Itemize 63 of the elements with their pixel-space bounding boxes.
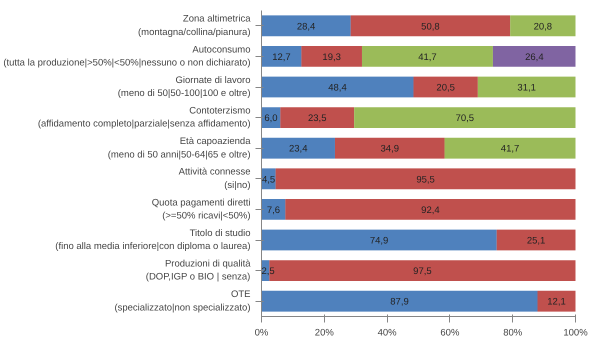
y-tick-label: Produzioni di qualità (DOP,IGP o BIO | senza) — [146, 258, 252, 283]
x-tick-label: 100% — [563, 328, 588, 338]
data-label: 31,1 — [517, 82, 536, 94]
data-label: 97,5 — [413, 266, 432, 278]
bar — [285, 198, 576, 220]
bar — [510, 15, 576, 36]
data-label: 70,5 — [456, 113, 474, 124]
bar — [362, 46, 493, 67]
bar — [354, 107, 576, 128]
data-label: 87,9 — [390, 296, 409, 308]
x-tick-label: 60% — [440, 328, 460, 338]
data-label: 19,3 — [322, 52, 341, 63]
data-label: 20,8 — [534, 21, 552, 32]
data-label: 23,5 — [308, 113, 326, 124]
data-label: 34,9 — [380, 144, 400, 155]
x-tick-label: 0% — [254, 328, 269, 338]
bar — [262, 290, 538, 312]
bar — [280, 107, 354, 128]
data-label: 95,5 — [416, 174, 435, 186]
y-tick-label: Zona altimetrica (montagna/collina/pianura) — [138, 14, 252, 38]
y-tick-label: Titolo di studio (fino alla media inferiore|con diploma o laurea) — [55, 228, 251, 252]
y-tick-label: Attività connesse (si|no) — [178, 166, 251, 191]
y-tick-label: Giornate di lavoro (meno di 50|50-100|100 e oltre) — [118, 74, 251, 100]
data-label: 12,7 — [272, 52, 291, 63]
bar — [301, 46, 362, 67]
data-label: 92,4 — [421, 204, 440, 216]
y-tick-label: Età capoazienda (meno di 50 anni|50-64|65 e oltre) — [108, 136, 252, 160]
bar — [262, 46, 302, 67]
bar — [262, 138, 335, 159]
bar — [496, 230, 576, 250]
y-tick-label: Contoterzismo (affidamento completo|parziale|senza affidamento) — [38, 106, 251, 130]
data-label: 20,5 — [436, 82, 455, 94]
data-label: 6,0 — [264, 113, 278, 124]
data-label: 7,6 — [266, 204, 280, 216]
bar — [262, 230, 497, 250]
data-label: 41,7 — [418, 52, 437, 63]
y-tick-label: Quota pagamenti diretti (>=50% ricavi|<50%) — [152, 197, 251, 222]
data-label: 28,4 — [296, 21, 316, 32]
bar — [262, 198, 286, 220]
data-label: 41,7 — [500, 144, 520, 155]
y-tick-label: OTE (specializzato|non specializzato) — [114, 289, 250, 314]
x-tick-label: 20% — [314, 328, 334, 338]
data-label: 26,4 — [525, 52, 544, 63]
data-label: 4,5 — [262, 174, 276, 186]
data-label: 25,1 — [526, 236, 546, 246]
bar — [276, 168, 576, 190]
x-tick-label: 80% — [503, 328, 523, 338]
bar — [413, 76, 478, 98]
data-label: 74,9 — [370, 236, 388, 246]
data-label: 50,8 — [421, 21, 440, 32]
bar — [262, 76, 414, 98]
bar — [444, 138, 576, 159]
bar — [538, 290, 576, 312]
bar — [262, 15, 351, 36]
x-tick-label: 40% — [378, 328, 398, 338]
data-label: 23,4 — [288, 144, 308, 155]
bar — [350, 15, 510, 36]
y-tick-label: Autoconsumo (tutta la produzione|>50%|<50%|nessuno o non dichiarato) — [3, 44, 251, 68]
data-label: 12,1 — [547, 296, 566, 308]
bar — [334, 138, 445, 159]
bar — [478, 76, 576, 98]
bar — [492, 46, 576, 67]
data-label: 48,4 — [328, 82, 347, 94]
